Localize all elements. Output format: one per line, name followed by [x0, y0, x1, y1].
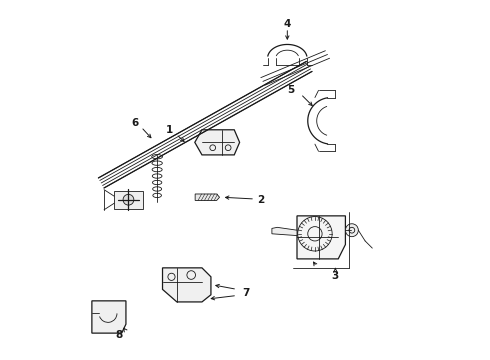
Polygon shape — [92, 301, 126, 333]
Polygon shape — [297, 216, 345, 259]
Text: 3: 3 — [332, 271, 339, 281]
Text: 5: 5 — [287, 85, 294, 95]
Circle shape — [345, 224, 358, 237]
Polygon shape — [195, 130, 240, 155]
Text: 1: 1 — [166, 125, 173, 135]
Text: 8: 8 — [116, 330, 123, 340]
Polygon shape — [195, 194, 220, 201]
Polygon shape — [114, 191, 143, 209]
Text: 7: 7 — [243, 288, 250, 298]
Text: 4: 4 — [284, 19, 291, 29]
Text: 2: 2 — [258, 195, 265, 206]
Polygon shape — [272, 227, 297, 235]
Text: 6: 6 — [131, 118, 139, 128]
Polygon shape — [163, 268, 211, 302]
Circle shape — [123, 194, 134, 205]
